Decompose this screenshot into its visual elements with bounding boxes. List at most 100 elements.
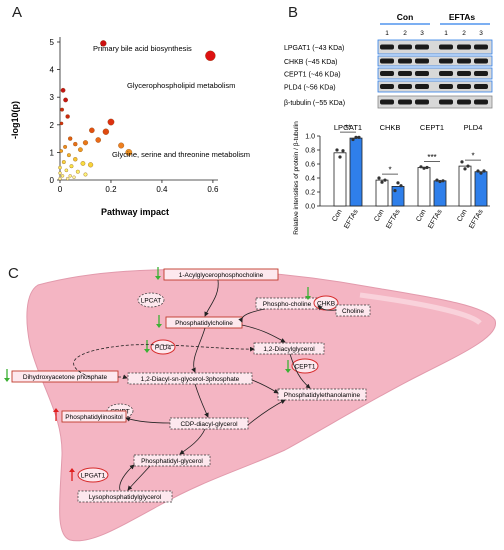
blot-band xyxy=(398,99,412,105)
liver-pathway-diagram: 1-Acylglycerophosphocholine LPCAT Phospho-… xyxy=(4,267,497,542)
bar-dot xyxy=(482,169,486,173)
metabolite-dhap-label: Dihydroxyacetone phosphate xyxy=(23,374,108,381)
enzyme-lpgat1 xyxy=(77,467,109,483)
panel-c-label: C xyxy=(8,265,19,282)
metabolite-lysophosphatidylglycerol-label: Lysophosphatidylglycerol xyxy=(89,494,162,501)
blot-band xyxy=(415,58,429,64)
pathway-point xyxy=(107,118,115,126)
blot-band xyxy=(439,84,453,89)
bar-eftas xyxy=(433,180,447,207)
blot-band xyxy=(439,44,453,50)
bar-dot xyxy=(435,178,439,182)
arrow-pa-to-pe xyxy=(251,379,279,394)
y-tick-label: 4 xyxy=(50,66,55,75)
arrow-dhap-to-pa xyxy=(117,374,128,380)
down-arrow-icon-head xyxy=(144,349,150,353)
pathway-point xyxy=(100,40,107,47)
pathway-point xyxy=(68,174,72,178)
bar-y-tick: 0.2 xyxy=(305,190,315,197)
pathway-point xyxy=(66,153,71,158)
enzyme-pld4 xyxy=(150,339,176,355)
down-arrow-icon-head xyxy=(305,296,311,300)
bar-dot xyxy=(476,169,480,173)
blot-label: PLD4 (~56 KDa) xyxy=(284,85,336,92)
blot-label: CHKB (~45 KDa) xyxy=(284,59,338,66)
enzyme-pld4-label: PLD4 xyxy=(155,345,172,352)
significance-mark: * xyxy=(471,152,474,161)
x-tick-label: 0 xyxy=(58,185,63,194)
pathway-point xyxy=(61,160,66,165)
bar-x-tick: EFTAs xyxy=(468,208,485,230)
blot-strip xyxy=(377,95,493,109)
bar-dot xyxy=(441,179,445,183)
blot-label: CEPT1 (~46 KDa) xyxy=(284,72,341,79)
down-arrow-icon-head xyxy=(4,378,10,382)
protein-header: PLD4 xyxy=(464,123,483,132)
blot-band xyxy=(474,71,488,76)
metabolite-phosphocholine-label: Phospho-choline xyxy=(263,301,312,308)
enzyme-chkb-label: CHKB xyxy=(317,301,335,308)
blot-strip xyxy=(377,80,493,93)
pathway-point xyxy=(58,176,62,181)
significance-mark: * xyxy=(388,166,391,175)
pathway-point xyxy=(95,137,101,143)
bar-x-tick: EFTAs xyxy=(427,208,444,230)
arrow-lpg-to-pg xyxy=(119,464,135,491)
annotation-bile-acid: Primary bile acid biosynthesis xyxy=(93,44,192,53)
pathway-point xyxy=(73,157,78,162)
bar-dot xyxy=(419,165,423,169)
blot-band xyxy=(415,84,429,89)
metabolite-acylglycerophosphocholine-label: 1-Acylglycerophosphocholine xyxy=(179,272,264,279)
blot-label: LPGAT1 (~43 KDa) xyxy=(284,45,344,52)
lane-number: 3 xyxy=(479,30,483,37)
bar-eftas xyxy=(391,186,405,207)
bar-dot xyxy=(399,184,403,188)
bar-x-tick: EFTAs xyxy=(343,208,360,230)
enzyme-cept1-label: CEPT1 xyxy=(295,364,316,371)
x-axis-label: Pathway impact xyxy=(101,207,169,217)
lane-number: 2 xyxy=(462,30,466,37)
metabolite-diacylglycerol3p xyxy=(127,372,253,385)
blot-strip xyxy=(377,55,493,67)
significance-mark: ** xyxy=(345,124,351,133)
arrow-phosphocholine-to-pc xyxy=(238,308,266,323)
pathway-point xyxy=(102,128,110,135)
arrow-dashed-loop xyxy=(73,344,255,378)
bar-y-tick: 0.8 xyxy=(305,148,315,155)
bar-con xyxy=(417,167,431,207)
significance-mark: *** xyxy=(427,153,436,162)
arrow-pa-to-cdp xyxy=(194,383,209,418)
metabolite-phosphatidylethanolamine-label: Phosphatidylethanolamine xyxy=(284,392,361,399)
bar-eftas xyxy=(474,171,488,207)
enzyme-lpcat-label: LPCAT xyxy=(141,298,161,305)
blot-band xyxy=(415,44,429,50)
pathway-point xyxy=(60,87,66,93)
pathway-point xyxy=(68,136,73,141)
bar-x-tick: Con xyxy=(456,208,469,223)
y-tick-label: 1 xyxy=(50,148,55,157)
arrow-cdp-to-pg xyxy=(179,428,206,455)
y-tick-label: 0 xyxy=(50,176,55,185)
bar-dot xyxy=(438,179,442,184)
pathway-point xyxy=(60,107,64,112)
pathway-point xyxy=(65,114,70,119)
pathway-scatter-chart: 0 0.2 0.4 0.6 0 1 2 3 4 5 Pathway impact -log10(p… xyxy=(10,37,250,217)
enzyme-lpcat xyxy=(137,292,165,308)
blot-band xyxy=(380,84,394,89)
bar-dot xyxy=(425,165,429,170)
lane-number: 2 xyxy=(403,30,407,37)
blot-band xyxy=(415,71,429,76)
x-tick-label: 0.2 xyxy=(105,185,117,194)
y-axis-label: -log10(p) xyxy=(10,101,20,139)
lane-number: 1 xyxy=(385,30,389,37)
x-tick-label: 0.6 xyxy=(207,185,219,194)
group-eftas-label: EFTAs xyxy=(449,12,476,22)
pathway-point xyxy=(118,142,125,149)
protein-header: CHKB xyxy=(380,123,401,132)
metabolite-cdp-diacylglycerol xyxy=(169,417,249,430)
bar-dot xyxy=(393,189,397,193)
scatter-axes: 0 0.2 0.4 0.6 0 1 2 3 4 5 xyxy=(50,37,219,194)
bar-dot xyxy=(380,180,384,184)
lane-number: 3 xyxy=(420,30,424,37)
